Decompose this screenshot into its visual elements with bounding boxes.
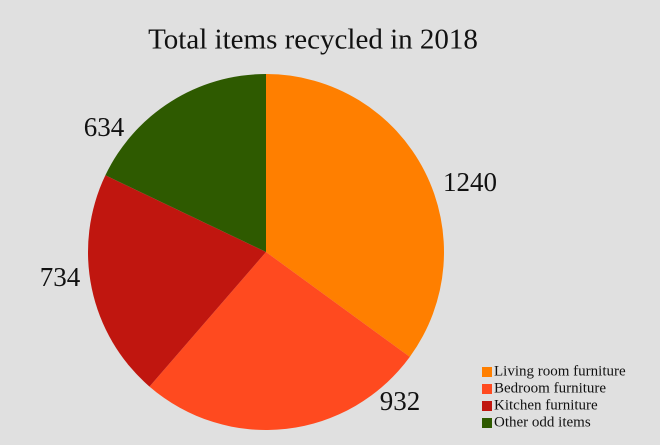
legend-label: Bedroom furniture bbox=[494, 380, 606, 396]
chart-title: Total items recycled in 2018 bbox=[148, 24, 478, 56]
legend-swatch bbox=[482, 367, 492, 377]
data-label: 634 bbox=[84, 112, 125, 142]
legend-label: Other odd items bbox=[494, 414, 591, 430]
pie-slice bbox=[105, 74, 266, 252]
pie-slice bbox=[266, 74, 444, 357]
legend-label: Kitchen furniture bbox=[494, 397, 598, 413]
legend-swatch bbox=[482, 401, 492, 411]
legend-swatch bbox=[482, 384, 492, 394]
data-label: 932 bbox=[380, 386, 421, 416]
legend-label: Living room furniture bbox=[494, 363, 626, 379]
data-label: 734 bbox=[40, 262, 81, 292]
pie-slice bbox=[149, 252, 410, 430]
data-label: 1240 bbox=[443, 167, 497, 197]
pie-slice bbox=[88, 175, 266, 387]
legend-swatch bbox=[482, 418, 492, 428]
